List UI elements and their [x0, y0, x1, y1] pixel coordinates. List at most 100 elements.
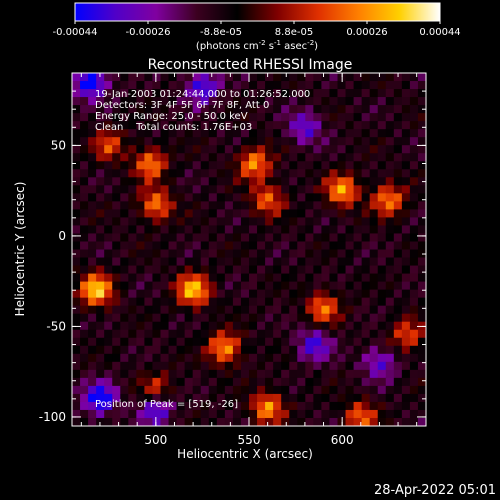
- heatmap-cell: [136, 369, 145, 379]
- heatmap-cell: [208, 201, 218, 210]
- heatmap-cell: [345, 81, 354, 90]
- heatmap-cell: [265, 265, 274, 274]
- heatmap-cell: [176, 345, 186, 355]
- heatmap-cell: [337, 393, 346, 403]
- heatmap-cell: [240, 329, 250, 339]
- heatmap-cell: [393, 281, 403, 291]
- heatmap-cell: [200, 193, 210, 202]
- heatmap-cell: [176, 393, 186, 403]
- heatmap-cell: [273, 89, 282, 98]
- heatmap-cell: [321, 345, 330, 355]
- heatmap-cell: [72, 105, 81, 114]
- heatmap-cell: [257, 185, 266, 194]
- heatmap-cell: [281, 169, 290, 178]
- heatmap-cell: [353, 297, 363, 307]
- heatmap-cell: [313, 353, 322, 363]
- heatmap-cell: [289, 161, 298, 170]
- heatmap-cell: [249, 321, 258, 331]
- heatmap-cell: [176, 401, 186, 411]
- heatmap-cell: [281, 321, 290, 331]
- heatmap-cell: [176, 129, 186, 138]
- heatmap-cell: [361, 225, 371, 234]
- heatmap-cell: [337, 409, 346, 419]
- heatmap-cell: [208, 249, 218, 258]
- heatmap-cell: [249, 177, 258, 186]
- heatmap-cell: [80, 281, 89, 291]
- heatmap-cell: [369, 89, 379, 98]
- heatmap-cell: [96, 313, 105, 323]
- heatmap-cell: [168, 81, 177, 90]
- heatmap-cell: [273, 177, 282, 186]
- heatmap-cell: [168, 305, 177, 315]
- heatmap-cell: [265, 137, 274, 146]
- heatmap-cell: [321, 217, 330, 226]
- heatmap-cell: [240, 89, 250, 98]
- heatmap-cell: [176, 257, 186, 266]
- heatmap-cell: [208, 313, 218, 323]
- heatmap-cell: [337, 329, 346, 339]
- heatmap-cell: [224, 145, 234, 154]
- heatmap-cell: [160, 129, 169, 138]
- heatmap-cell: [273, 225, 282, 234]
- heatmap-cell: [345, 193, 354, 202]
- heatmap-cell: [160, 337, 169, 347]
- heatmap-cell: [417, 161, 427, 170]
- heatmap-cell: [216, 353, 226, 363]
- heatmap-cell: [208, 193, 218, 202]
- heatmap-cell: [96, 249, 105, 258]
- heatmap-cell: [409, 369, 419, 379]
- heatmap-cell: [345, 401, 354, 411]
- heatmap-cell: [385, 345, 395, 355]
- heatmap-cell: [88, 265, 97, 274]
- heatmap-cell: [249, 209, 258, 218]
- heatmap-cell: [393, 321, 403, 331]
- heatmap-cell: [232, 209, 242, 218]
- heatmap-cell: [88, 289, 97, 299]
- heatmap-cell: [313, 209, 322, 218]
- heatmap-cell: [329, 273, 338, 282]
- heatmap-cell: [144, 377, 153, 387]
- heatmap-cell: [160, 265, 169, 274]
- heatmap-cell: [72, 297, 81, 307]
- heatmap-cell: [257, 233, 266, 242]
- heatmap-cell: [176, 353, 186, 363]
- heatmap-cell: [128, 201, 137, 210]
- heatmap-cell: [369, 385, 379, 395]
- heatmap-cell: [401, 249, 411, 258]
- heatmap-cell: [329, 89, 338, 98]
- heatmap-cell: [72, 417, 81, 427]
- heatmap-cell: [200, 217, 210, 226]
- heatmap-cell: [265, 369, 274, 379]
- heatmap-cell: [409, 249, 419, 258]
- heatmap-cell: [112, 281, 121, 291]
- heatmap-cell: [417, 393, 427, 403]
- heatmap-cell: [216, 273, 226, 282]
- heatmap-cell: [200, 225, 210, 234]
- heatmap-cell: [393, 329, 403, 339]
- heatmap-cell: [321, 377, 330, 387]
- heatmap-cell: [232, 161, 242, 170]
- heatmap-cell: [216, 241, 226, 250]
- heatmap-cell: [104, 73, 113, 82]
- heatmap-cell: [297, 385, 306, 395]
- heatmap-cell: [257, 73, 266, 82]
- heatmap-cell: [329, 201, 338, 210]
- heatmap-cell: [168, 161, 177, 170]
- heatmap-cell: [257, 113, 266, 122]
- heatmap-cell: [104, 345, 113, 355]
- heatmap-cell: [128, 401, 137, 411]
- heatmap-cell: [208, 161, 218, 170]
- heatmap-cell: [305, 161, 314, 170]
- heatmap-cell: [120, 193, 129, 202]
- heatmap-cell: [136, 281, 145, 291]
- heatmap-cell: [144, 193, 153, 202]
- heatmap-cell: [369, 177, 379, 186]
- heatmap-cell: [337, 97, 346, 106]
- heatmap-cell: [96, 345, 105, 355]
- heatmap-cell: [120, 289, 129, 299]
- heatmap-cell: [265, 393, 274, 403]
- heatmap-cell: [192, 361, 202, 371]
- heatmap-cell: [393, 297, 403, 307]
- heatmap-cell: [417, 241, 427, 250]
- heatmap-cell: [393, 169, 403, 178]
